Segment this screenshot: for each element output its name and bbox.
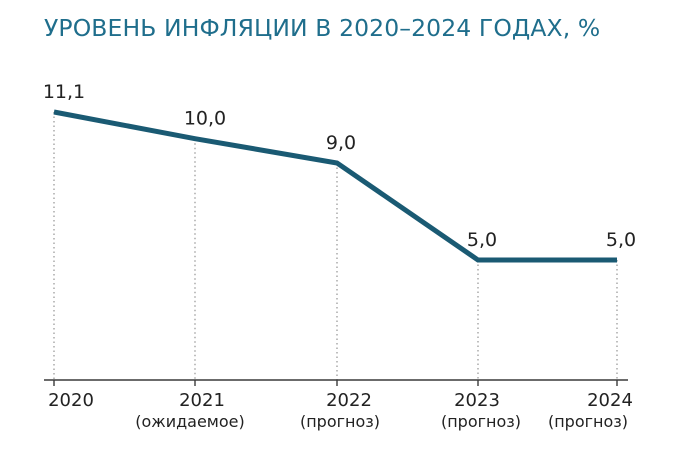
category-note-2023: (прогноз) [441,412,521,431]
category-labels: 2020 2021 2022 2023 2024 [48,390,633,411]
category-note-2022: (прогноз) [300,412,380,431]
category-notes: (ожидаемое) (прогноз) (прогноз) (прогноз) [135,412,628,431]
inflation-line [53,109,617,263]
drop-lines [53,112,618,386]
x-tick-label-2020: 2020 [48,390,94,411]
x-tick-label-2023: 2023 [454,390,500,411]
value-label-2021: 10,0 [184,108,226,130]
value-label-2020: 11,1 [43,81,85,103]
x-tick-label-2022: 2022 [326,390,372,411]
value-labels: 11,1 10,0 9,0 5,0 5,0 [43,81,636,251]
value-label-2023: 5,0 [467,229,497,251]
value-label-2022: 9,0 [326,132,356,154]
category-note-2021: (ожидаемое) [135,412,245,431]
category-note-2024: (прогноз) [548,412,628,431]
chart-title: УРОВЕНЬ ИНФЛЯЦИИ В 2020–2024 ГОДАХ, % [44,14,601,42]
x-tick-label-2021: 2021 [179,390,225,411]
value-label-2024: 5,0 [606,229,636,251]
x-tick-label-2024: 2024 [587,390,633,411]
